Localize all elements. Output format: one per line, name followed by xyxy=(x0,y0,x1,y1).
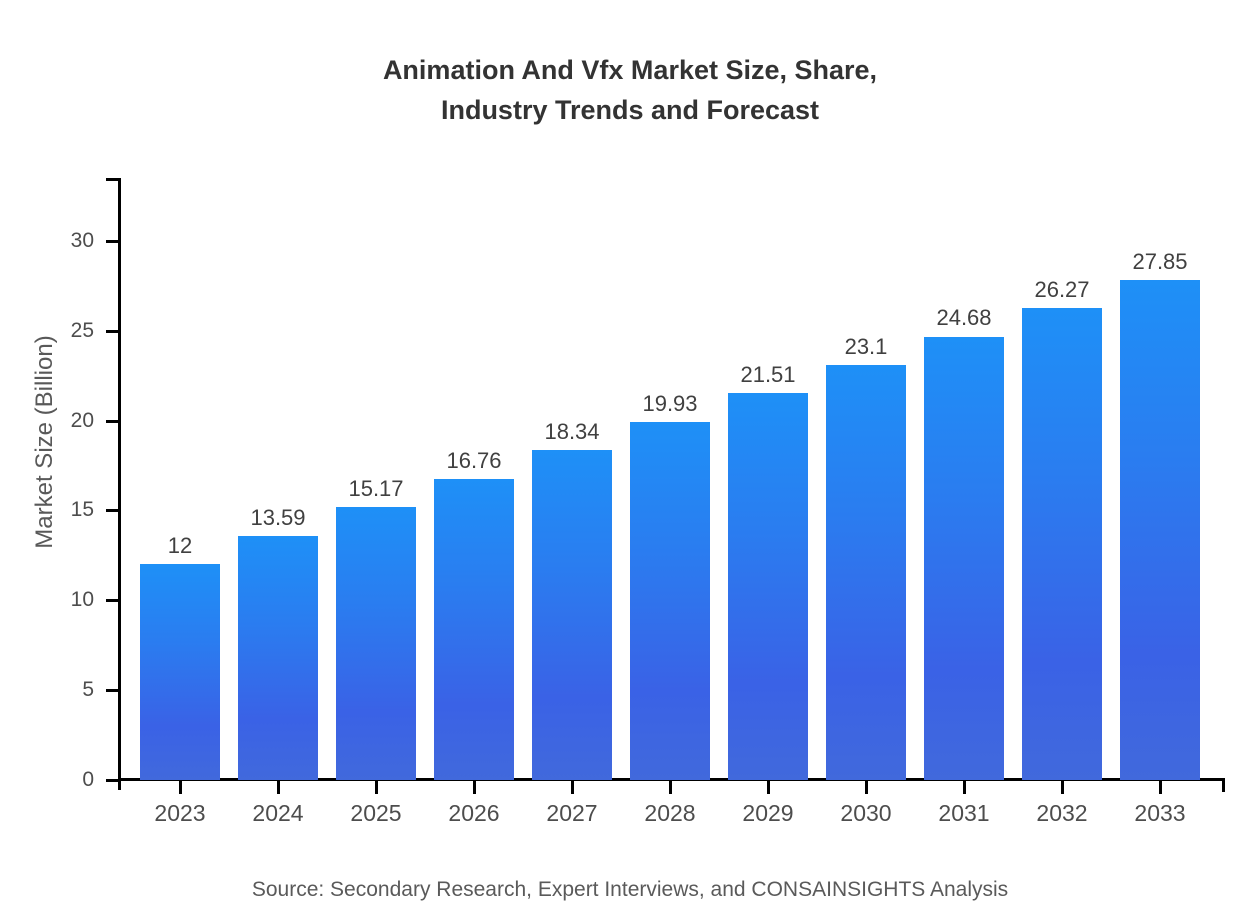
bar[interactable] xyxy=(434,478,514,780)
bar-value-label: 13.59 xyxy=(250,504,306,530)
y-axis-tick xyxy=(106,329,121,333)
bar[interactable] xyxy=(924,336,1004,780)
x-axis-tick-label: 2025 xyxy=(350,800,402,826)
y-axis-tick xyxy=(106,239,121,243)
x-axis-end-cap xyxy=(1222,778,1225,792)
y-axis-tick xyxy=(106,599,121,603)
bar-value-label: 21.51 xyxy=(740,362,796,388)
y-axis-tick-label: 5 xyxy=(82,678,94,702)
bar-value-label: 18.34 xyxy=(544,419,600,445)
x-axis-tick xyxy=(277,781,280,794)
bar[interactable] xyxy=(630,421,710,780)
y-axis-tick xyxy=(106,509,121,513)
x-axis-tick-label: 2027 xyxy=(546,800,598,826)
bar[interactable] xyxy=(728,393,808,780)
bar-value-label: 15.17 xyxy=(348,476,404,502)
plot-area: 12 13.59 15.17 16.76 18.34 19.93 21.51 23.1 24.6… xyxy=(120,178,1225,780)
y-axis-tick xyxy=(106,419,121,423)
x-axis-tick-label: 2024 xyxy=(252,800,304,826)
bar-value-label: 19.93 xyxy=(642,390,698,416)
bar[interactable] xyxy=(238,535,318,780)
y-axis-tick-label: 15 xyxy=(70,498,94,522)
bar-value-label: 27.85 xyxy=(1132,248,1188,274)
y-axis-title: Market Size (Billion) xyxy=(31,335,58,549)
bar[interactable] xyxy=(826,364,906,780)
bar-value-label: 16.76 xyxy=(446,447,502,473)
x-axis-tick-label: 2032 xyxy=(1036,800,1088,826)
x-axis-tick xyxy=(1061,781,1064,794)
bar[interactable] xyxy=(140,564,220,780)
source-note: Source: Secondary Research, Expert Inter… xyxy=(251,878,1009,901)
x-axis-tick xyxy=(865,781,868,794)
x-axis-tick xyxy=(571,781,574,794)
x-axis-tick-label: 2029 xyxy=(742,800,794,826)
bar[interactable] xyxy=(1120,279,1200,780)
bar-value-label: 12 xyxy=(167,533,193,559)
bar[interactable] xyxy=(532,450,612,780)
x-axis-tick xyxy=(767,781,770,794)
bar-value-label: 24.68 xyxy=(936,305,992,331)
bar-value-label: 26.27 xyxy=(1034,276,1090,302)
bar[interactable] xyxy=(336,507,416,780)
y-axis-tick-label: 25 xyxy=(70,318,94,342)
x-axis-tick-label: 2031 xyxy=(938,800,990,826)
x-axis-tick-label: 2028 xyxy=(644,800,696,826)
x-axis-tick-label: 2026 xyxy=(448,800,500,826)
x-axis-tick-label: 2030 xyxy=(840,800,892,826)
y-axis-line xyxy=(118,178,121,790)
y-axis-tick xyxy=(106,689,121,693)
y-axis-tick xyxy=(106,779,121,782)
chart-title: Animation And Vfx Market Size, Share, In… xyxy=(382,55,878,125)
x-axis-tick xyxy=(179,781,182,794)
y-axis-tick-label: 10 xyxy=(70,588,94,612)
x-axis-tick xyxy=(963,781,966,794)
x-axis-tick xyxy=(669,781,672,794)
bar-value-label: 23.1 xyxy=(844,333,888,359)
x-axis-tick xyxy=(375,781,378,794)
y-axis-tick-label: 20 xyxy=(70,408,94,432)
x-axis-tick-label: 2033 xyxy=(1134,800,1186,826)
y-axis-top-cap xyxy=(106,178,121,181)
y-axis-tick-label: 30 xyxy=(70,228,94,252)
x-axis-tick-label: 2023 xyxy=(154,800,206,826)
y-axis-tick-label: 0 xyxy=(82,768,94,791)
x-axis-tick xyxy=(1159,781,1162,794)
x-axis-tick xyxy=(473,781,476,794)
bar[interactable] xyxy=(1022,307,1102,780)
